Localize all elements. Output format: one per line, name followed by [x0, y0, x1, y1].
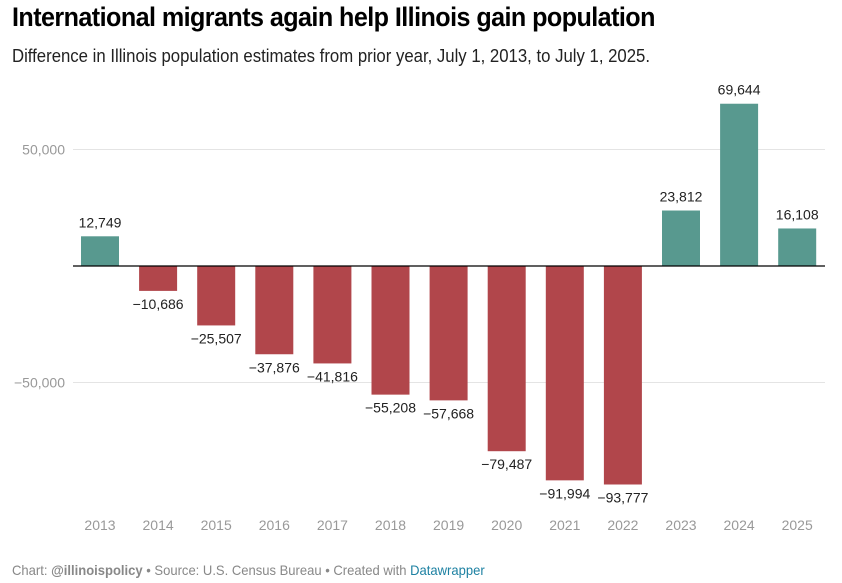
- bar-2022: [603, 266, 642, 485]
- data-label-2019: −57,668: [423, 405, 474, 421]
- x-tick-label: 2015: [201, 517, 232, 533]
- bar-2014: [139, 266, 178, 291]
- bar-2015: [197, 266, 236, 326]
- data-label-2022: −93,777: [597, 490, 648, 506]
- x-tick-label: 2014: [143, 517, 174, 533]
- chart-subtitle: Difference in Illinois population estima…: [12, 46, 651, 66]
- chart-title: International migrants again help Illino…: [12, 2, 655, 32]
- data-label-2025: 16,108: [776, 206, 819, 222]
- x-tick-label: 2019: [433, 517, 464, 533]
- x-tick-label: 2023: [665, 517, 696, 533]
- data-label-2013: 12,749: [79, 214, 122, 230]
- x-tick-label: 2025: [782, 517, 813, 533]
- data-label-2014: −10,686: [133, 296, 184, 312]
- data-label-2018: −55,208: [365, 400, 416, 416]
- data-label-2016: −37,876: [249, 359, 300, 375]
- x-tick-label: 2021: [549, 517, 580, 533]
- bar-2021: [545, 266, 584, 481]
- x-tick-label: 2024: [724, 517, 755, 533]
- footer-author: @illinoispolicy: [51, 562, 143, 578]
- y-tick-label: −50,000: [14, 375, 65, 391]
- y-tick-label: 50,000: [22, 142, 65, 158]
- bar-2016: [255, 266, 294, 355]
- bar-2023: [662, 210, 700, 266]
- footer-source: • Source: U.S. Census Bureau • Created w…: [142, 562, 411, 578]
- data-label-2020: −79,487: [481, 456, 532, 472]
- x-tick-label: 2016: [259, 517, 290, 533]
- bar-2020: [487, 266, 526, 452]
- data-label-2021: −91,994: [539, 485, 590, 501]
- bar-2019: [429, 266, 468, 401]
- data-label-2023: 23,812: [660, 189, 703, 205]
- data-label-2024: 69,644: [718, 82, 761, 98]
- x-tick-label: 2018: [375, 517, 406, 533]
- x-tick-label: 2020: [491, 517, 522, 533]
- x-tick-label: 2013: [84, 517, 115, 533]
- footer-chart-prefix: Chart:: [12, 562, 52, 578]
- bar-2025: [778, 228, 817, 266]
- bar-2018: [371, 266, 410, 395]
- bar-2013: [81, 236, 119, 266]
- bar-2024: [720, 103, 759, 266]
- x-tick-label: 2022: [607, 517, 638, 533]
- bar-chart: 50,000 −50,000 12,749 2013 −10,686 2014 −25,50…: [14, 82, 825, 533]
- data-label-2015: −25,507: [191, 330, 242, 346]
- datawrapper-link[interactable]: Datawrapper: [410, 562, 485, 578]
- chart-footer: Chart: @illinoispolicy • Source: U.S. Ce…: [12, 562, 485, 578]
- bar-2017: [313, 266, 352, 364]
- x-tick-label: 2017: [317, 517, 348, 533]
- data-label-2017: −41,816: [307, 368, 358, 384]
